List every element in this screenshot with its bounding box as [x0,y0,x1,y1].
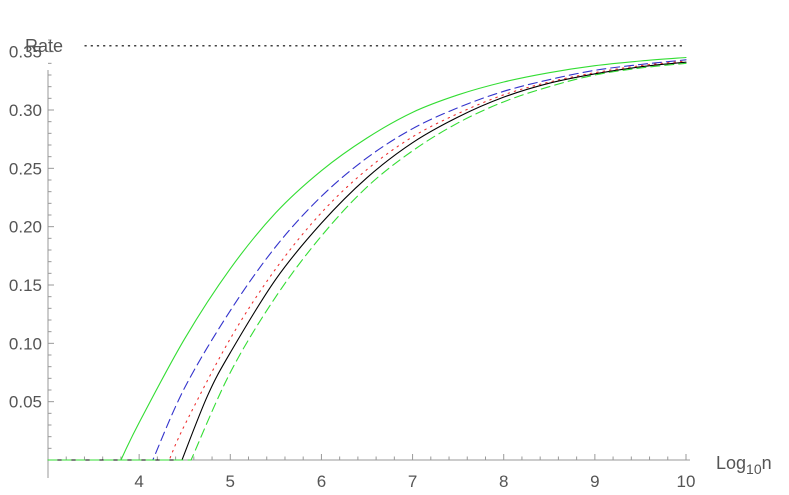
axis-ticks [48,39,687,460]
series-line-3 [47,60,687,461]
y-tick-label: 0.15 [9,276,42,295]
axes [47,70,690,478]
y-tick-label: 0.05 [9,393,42,412]
y-tick-label: 0.35 [9,43,42,62]
x-tick-label: 8 [499,472,508,491]
x-tick-label: 10 [677,472,696,491]
x-tick-label: 4 [134,472,143,491]
y-tick-label: 0.30 [9,101,42,120]
x-tick-label: 6 [317,472,326,491]
x-tick-label: 9 [590,472,599,491]
series-line-2 [47,59,687,461]
y-axis-label: Rate [25,36,63,56]
y-tick-label: 0.25 [9,159,42,178]
series-line-1 [47,56,687,461]
x-tick-label: 5 [226,472,235,491]
series-group [47,56,687,461]
x-axis-label: Log10n [716,453,772,477]
y-tick-label: 0.10 [9,334,42,353]
tick-labels: 4 5 6 7 8 9 10 0.05 0.10 0.15 0.20 0.25 0.30 0.35 [9,43,696,491]
series-line-4 [47,61,687,461]
series-line-5 [47,62,687,461]
x-tick-label: 7 [408,472,417,491]
y-tick-label: 0.20 [9,218,42,237]
